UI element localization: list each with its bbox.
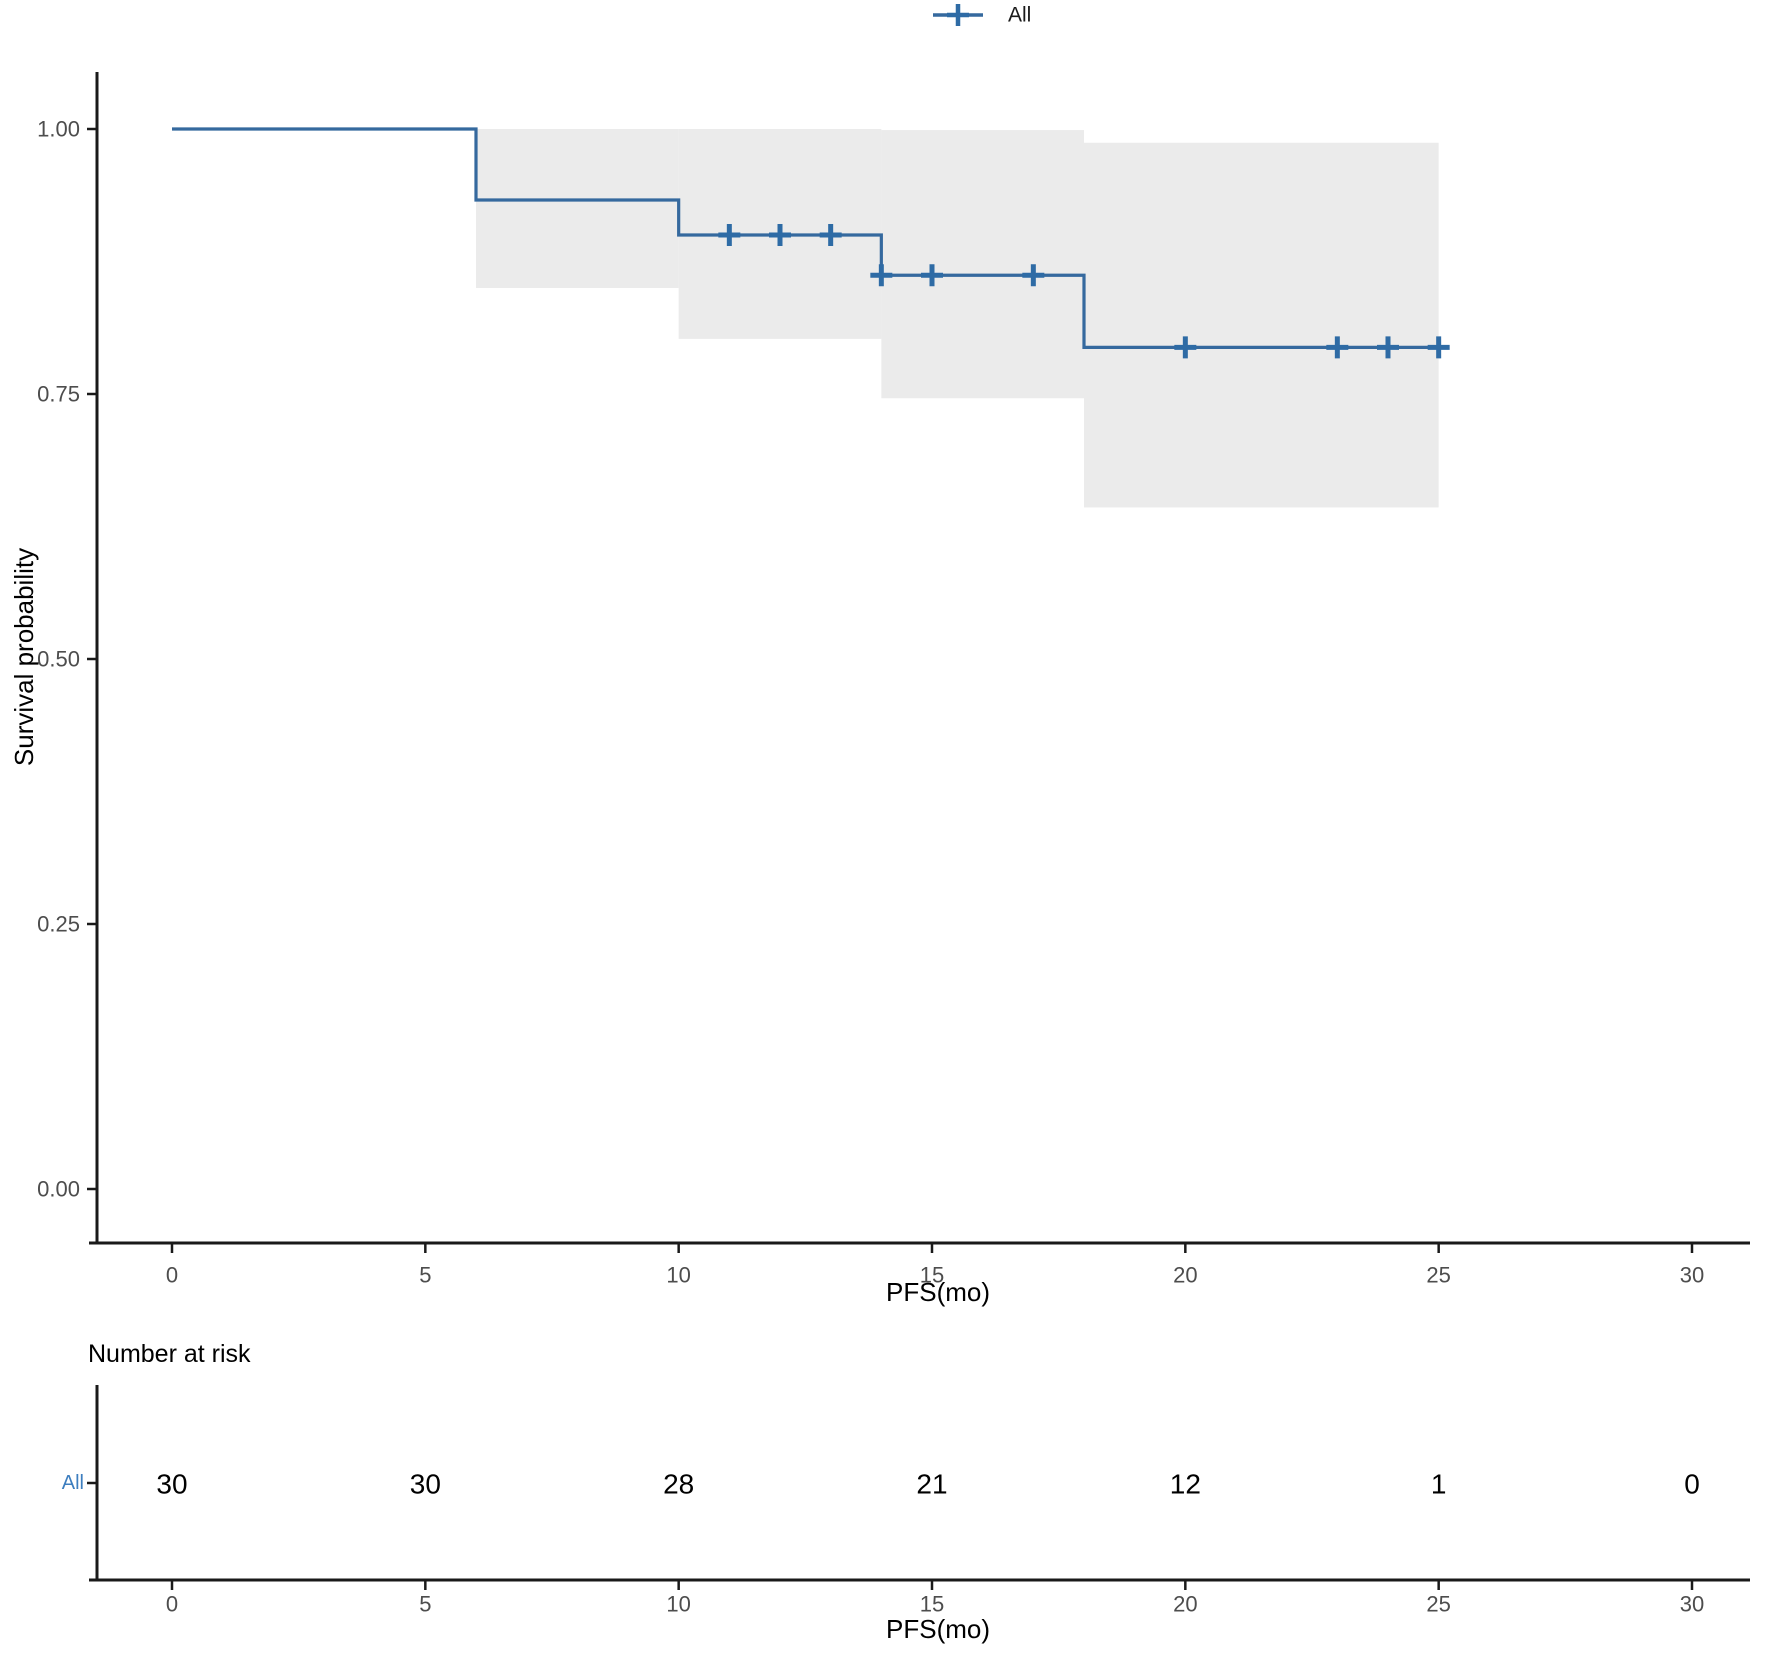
legend-label: All	[1008, 4, 1031, 27]
ci-band-rect	[881, 130, 1084, 399]
axes: 0.00 0.25 0.50 0.75 1.00 0 5 10 15 20 25 30	[37, 72, 1750, 1288]
risk-x-tick-label: 0	[166, 1592, 178, 1617]
censor-mark	[1174, 336, 1197, 359]
risk-count: 30	[410, 1469, 441, 1500]
censor-mark	[870, 264, 893, 287]
risk-x-tick-label: 5	[419, 1592, 431, 1617]
censor-mark	[1326, 336, 1349, 359]
y-tick-label: 0.25	[37, 912, 80, 937]
risk-count: 30	[156, 1469, 187, 1500]
x-tick-label: 15	[920, 1263, 944, 1288]
y-tick-label: 0.75	[37, 382, 80, 407]
y-tick-label: 1.00	[37, 117, 80, 142]
risk-table-heading: Number at risk	[88, 1340, 251, 1368]
risk-count: 1	[1431, 1469, 1447, 1500]
risk-count: 0	[1684, 1469, 1700, 1500]
y-tick-label: 0.50	[37, 647, 80, 672]
x-tick-label: 30	[1680, 1263, 1704, 1288]
censor-mark	[1022, 264, 1045, 287]
risk-x-tick-label: 15	[920, 1592, 944, 1617]
ci-band-rect	[1084, 142, 1439, 508]
x-tick-label: 20	[1173, 1263, 1197, 1288]
censor-mark	[819, 224, 842, 246]
risk-x-tick-label: 20	[1173, 1592, 1197, 1617]
censor-mark	[921, 264, 943, 287]
censor-mark	[1377, 336, 1399, 359]
x-tick-label: 10	[666, 1263, 690, 1288]
censor-mark	[769, 224, 791, 246]
legend: All	[933, 4, 1031, 27]
risk-count: 12	[1170, 1469, 1201, 1500]
y-axis-title: Survival probability	[9, 548, 39, 766]
risk-x-axis-title: PFS(mo)	[886, 1614, 990, 1644]
x-tick-label: 25	[1426, 1263, 1450, 1288]
risk-count: 21	[916, 1469, 947, 1500]
risk-row-label: All	[62, 1472, 84, 1494]
legend-plus-icon	[947, 4, 969, 26]
y-tick-label: 0.00	[37, 1177, 80, 1202]
risk-x-tick-label: 10	[666, 1592, 690, 1617]
x-tick-label: 5	[419, 1263, 431, 1288]
ci-band-rect	[476, 129, 679, 288]
censor-marks	[718, 224, 1450, 359]
censor-mark	[718, 224, 741, 246]
risk-x-tick-label: 30	[1680, 1592, 1704, 1617]
risk-x-tick-label: 25	[1426, 1592, 1450, 1617]
x-tick-label: 0	[166, 1263, 178, 1288]
censor-mark	[1427, 336, 1450, 359]
confidence-band	[476, 129, 1439, 508]
x-axis-title: PFS(mo)	[886, 1277, 990, 1307]
risk-count: 28	[663, 1469, 694, 1500]
